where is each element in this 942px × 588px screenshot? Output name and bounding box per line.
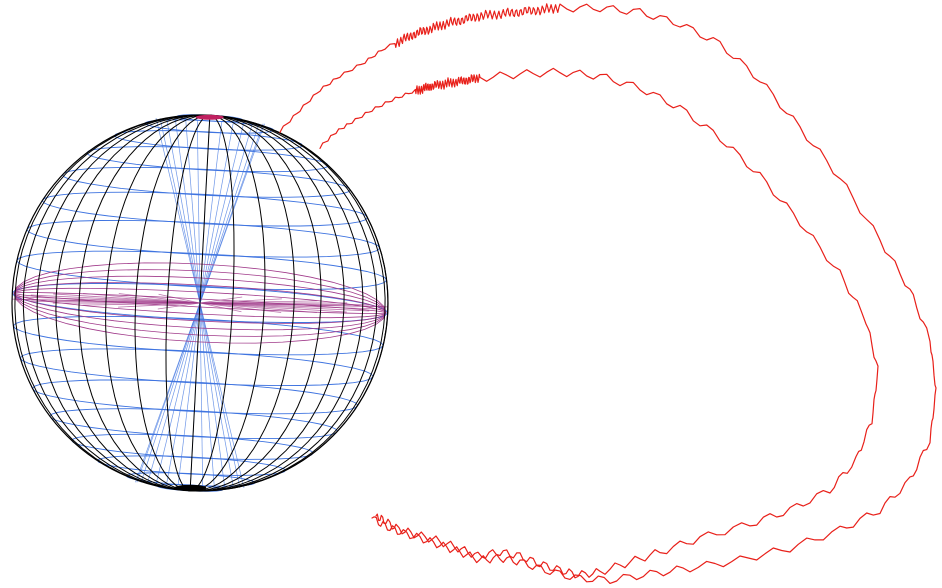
- longitude-line: [190, 114, 364, 492]
- longitude-line: [190, 114, 266, 492]
- longitude-line: [190, 114, 322, 492]
- longitude-line: [190, 114, 378, 492]
- field-line-outer: [279, 3, 937, 585]
- longitude-line: [78, 114, 210, 492]
- longitude-line: [165, 114, 210, 492]
- pole-markers: [174, 114, 224, 491]
- longitude-line: [190, 114, 295, 492]
- longitude-lines: [11, 114, 389, 492]
- south-pole-marker: [174, 484, 207, 491]
- longitude-line: [36, 114, 210, 492]
- longitude-line: [14, 114, 210, 492]
- longitude-line: [190, 114, 386, 492]
- longitude-line: [190, 114, 235, 492]
- longitude-line: [134, 114, 210, 492]
- longitude-line: [190, 114, 345, 492]
- field-line-traces: [279, 3, 937, 585]
- longitude-line: [105, 114, 210, 492]
- field-line-inner: [319, 67, 879, 579]
- sphere-outline: [11, 114, 389, 492]
- longitude-line: [189, 115, 211, 491]
- longitude-line: [55, 114, 210, 492]
- longitude-line: [22, 114, 210, 492]
- north-pole-marker: [195, 114, 224, 120]
